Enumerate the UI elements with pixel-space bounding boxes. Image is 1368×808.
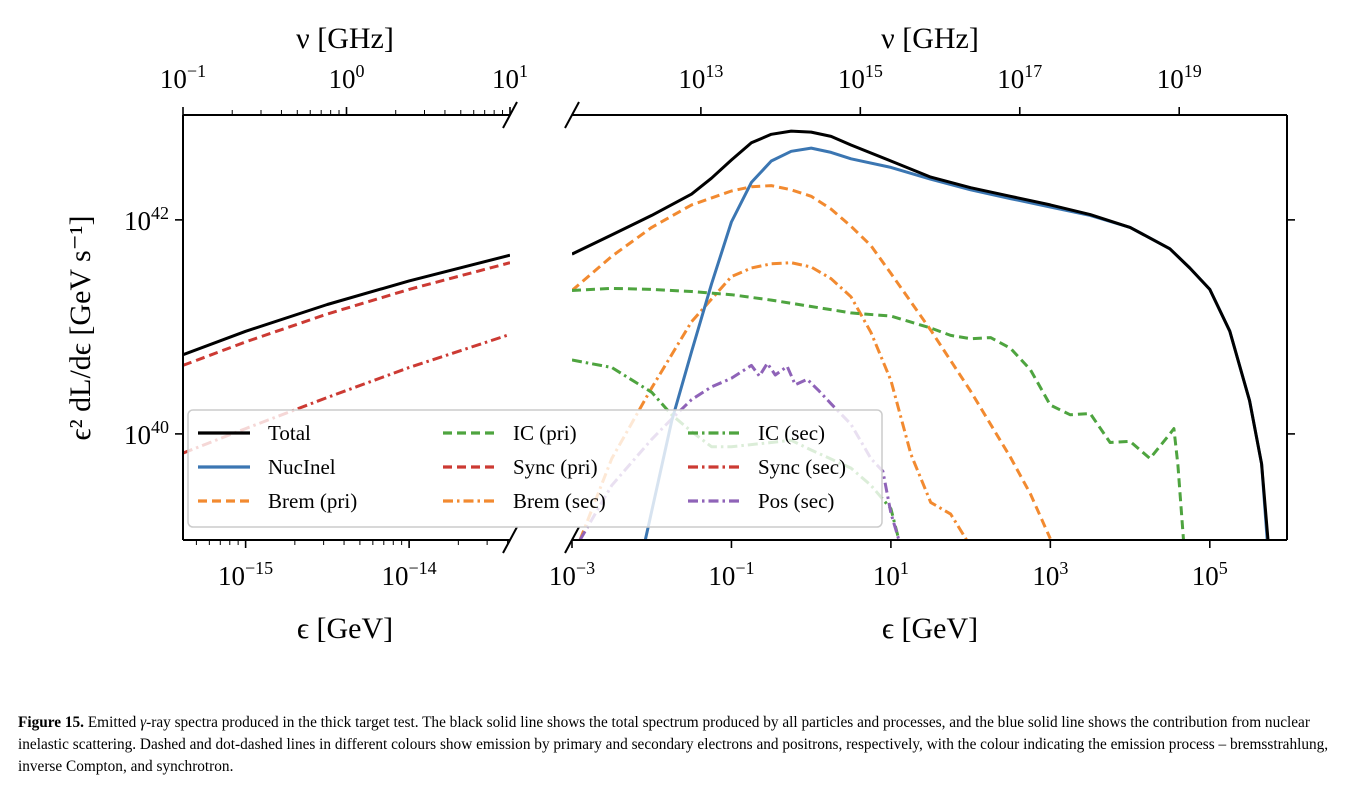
tick-label-exponent: 0 [356, 61, 365, 81]
x-tick-label: 101 [873, 558, 909, 591]
legend-item: NucInel [198, 455, 336, 479]
tick-label-base: 10 [997, 64, 1024, 94]
x-tick-label: 105 [1192, 558, 1228, 591]
tick-label-exponent: 17 [1024, 61, 1042, 81]
legend-label: Sync (sec) [758, 455, 846, 479]
y-tick-label: 1040 [124, 417, 169, 450]
tick-label-base: 10 [1032, 561, 1059, 591]
tick-label-exponent: −1 [187, 61, 206, 81]
top-x-tick-label: 1017 [997, 61, 1042, 94]
legend-label: Brem (pri) [268, 489, 357, 513]
tick-label-exponent: 1 [519, 61, 528, 81]
x-tick-label: 103 [1032, 558, 1068, 591]
legend-item: Sync (sec) [688, 455, 846, 479]
legend-label: IC (pri) [513, 421, 577, 445]
x-axis-label-left: ϵ [GeV] [297, 612, 393, 645]
legend-label: Total [268, 421, 311, 445]
series-line-brem-pri [572, 184, 1052, 540]
legend-item: Brem (sec) [443, 489, 606, 513]
caption-text-2: -ray spectra produced in the thick targe… [18, 714, 1329, 775]
top-x-axis-label-right: ν [GHz] [881, 22, 979, 55]
tick-label-exponent: 3 [1059, 558, 1068, 578]
legend-item: Sync (pri) [443, 455, 598, 479]
top-x-tick-label: 100 [329, 61, 365, 94]
x-tick-label: 10−3 [549, 558, 595, 591]
x-tick-label: 10−14 [382, 558, 437, 591]
legend-item: IC (sec) [688, 421, 825, 445]
tick-label-exponent: 5 [1219, 558, 1228, 578]
tick-label-exponent: 15 [865, 61, 883, 81]
series-line-pos-sec [578, 361, 901, 540]
tick-label-base: 10 [549, 561, 576, 591]
series-line-total [183, 253, 510, 357]
figure-caption: Figure 15. Emitted γ-ray spectra produce… [18, 712, 1353, 778]
legend-item: Brem (pri) [198, 489, 357, 513]
tick-label-base: 10 [1157, 64, 1184, 94]
series-line-sync-pri [183, 261, 510, 367]
top-x-tick-label: 1015 [838, 61, 883, 94]
tick-label-exponent: 40 [151, 417, 169, 437]
top-x-tick-label: 10−1 [160, 61, 206, 94]
tick-label-base: 10 [124, 420, 151, 450]
x-tick-label: 10−15 [218, 558, 273, 591]
axis-break-mark [502, 526, 518, 554]
legend: Total NucInel Brem (pri) IC (pri) Sync (pri)… [187, 409, 883, 528]
tick-label-base: 10 [492, 64, 519, 94]
tick-label-exponent: −15 [245, 558, 273, 578]
tick-label-exponent: −3 [576, 558, 595, 578]
caption-text-1: Emitted [84, 714, 141, 731]
y-tick-label: 1042 [124, 203, 169, 236]
tick-label-base: 10 [838, 64, 865, 94]
tick-label-base: 10 [873, 561, 900, 591]
series-line-brem-sec [578, 261, 968, 540]
tick-label-base: 10 [329, 64, 356, 94]
top-x-tick-label: 1019 [1157, 61, 1202, 94]
tick-label-exponent: 1 [900, 558, 909, 578]
tick-label-base: 10 [708, 561, 735, 591]
tick-label-exponent: 19 [1184, 61, 1202, 81]
y-axis-label: ϵ² dL/dϵ [GeV s⁻¹] [64, 215, 97, 440]
top-x-tick-label: 101 [492, 61, 528, 94]
top-x-tick-label: 1013 [678, 61, 723, 94]
tick-label-base: 10 [124, 206, 151, 236]
tick-label-exponent: −14 [409, 558, 437, 578]
tick-label-base: 10 [678, 64, 705, 94]
legend-item: Total [198, 421, 311, 445]
series-line-ic-pri [572, 286, 1185, 540]
axis-break-mark [564, 101, 580, 129]
legend-label: Pos (sec) [758, 489, 834, 513]
tick-label-exponent: 13 [705, 61, 723, 81]
legend-label: Sync (pri) [513, 455, 598, 479]
tick-label-exponent: −1 [735, 558, 754, 578]
x-axis-label-right: ϵ [GeV] [882, 612, 978, 645]
figure-label: Figure 15. [18, 714, 84, 731]
legend-label: Brem (sec) [513, 489, 606, 513]
tick-label-base: 10 [382, 561, 409, 591]
x-tick-label: 10−1 [708, 558, 754, 591]
series-line-total [572, 129, 1270, 540]
tick-label-base: 10 [160, 64, 187, 94]
caption-gamma: γ [140, 714, 147, 731]
legend-box [187, 409, 883, 528]
legend-item: Pos (sec) [688, 489, 834, 513]
top-x-axis-label-left: ν [GHz] [296, 22, 394, 55]
tick-label-base: 10 [218, 561, 245, 591]
legend-item: IC (pri) [443, 421, 577, 445]
tick-label-base: 10 [1192, 561, 1219, 591]
tick-label-exponent: 42 [151, 203, 169, 223]
legend-label: IC (sec) [758, 421, 825, 445]
legend-label: NucInel [268, 455, 336, 479]
